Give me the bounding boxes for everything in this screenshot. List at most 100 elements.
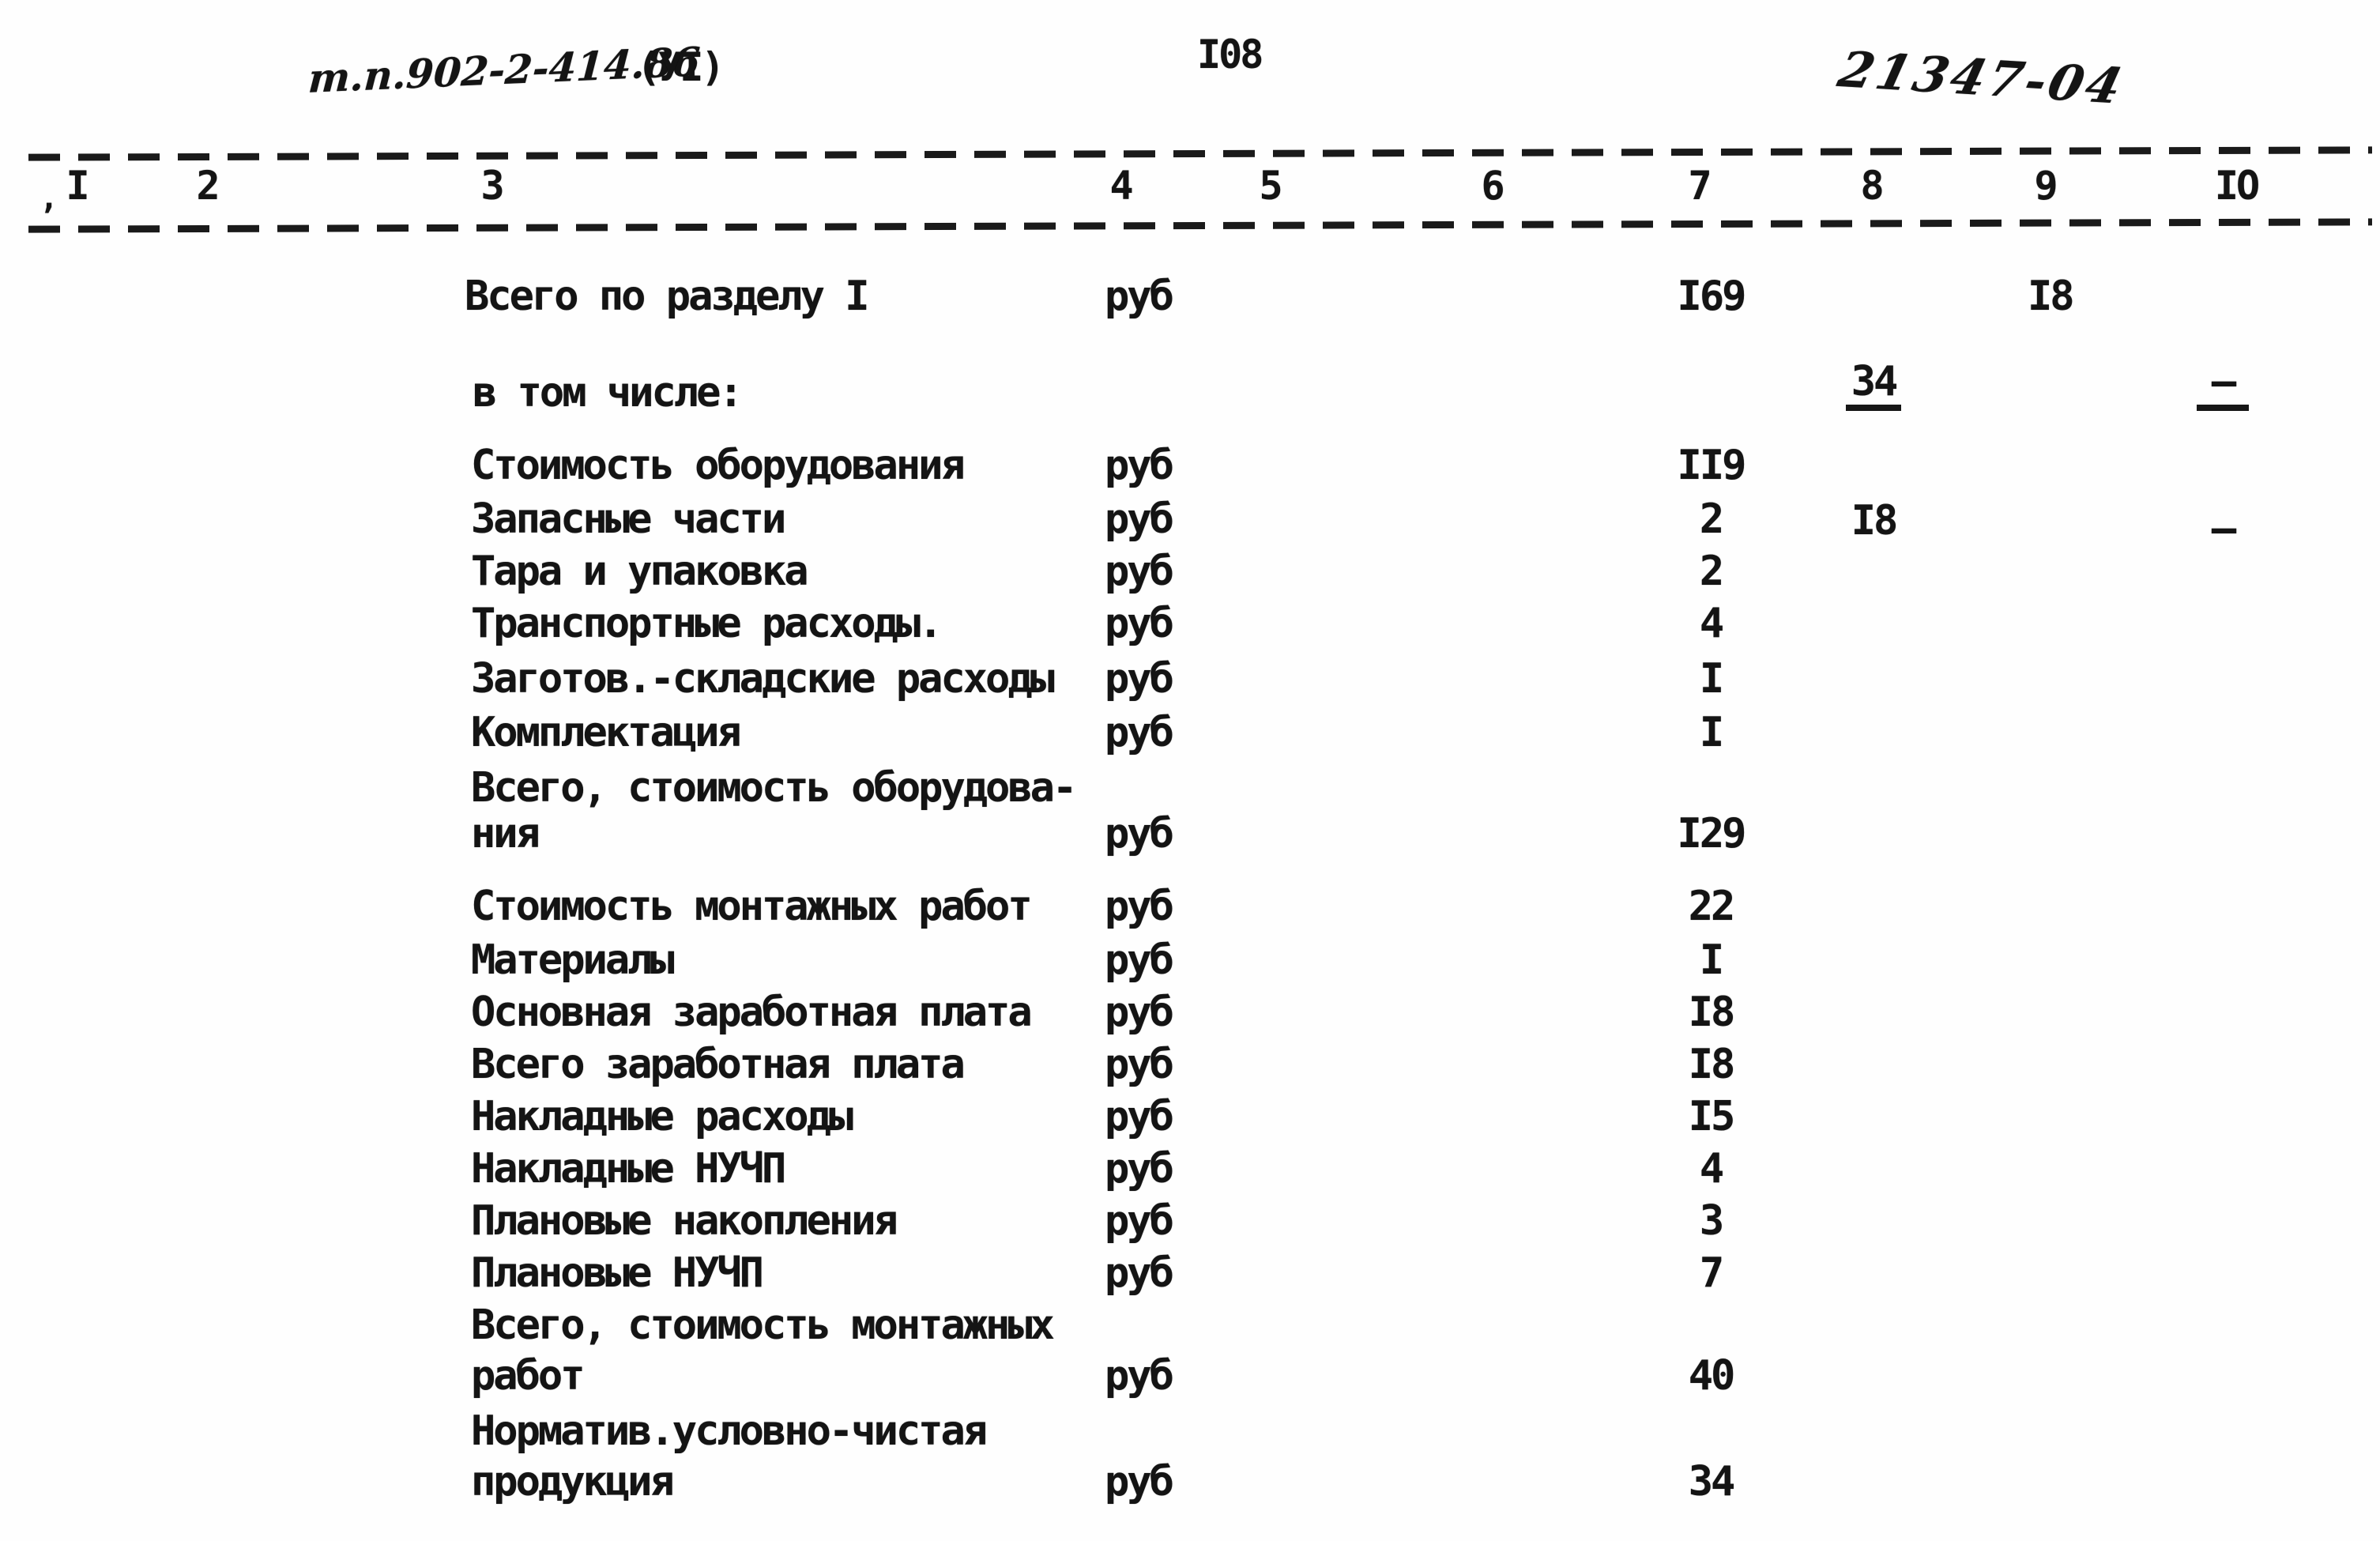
row-unit: руб xyxy=(1105,1093,1174,1140)
ruler-bottom-dashed-line xyxy=(28,218,2373,233)
row-label: Плановые накопления xyxy=(471,1197,898,1245)
row-value: 3 xyxy=(1699,1197,1724,1245)
column-number-4: 4 xyxy=(1109,163,1133,209)
section-label: (УІ) xyxy=(637,44,725,90)
row-label: Накладные НУЧП xyxy=(471,1145,786,1192)
page-number: I08 xyxy=(1197,32,1263,77)
row-label: Стоимость монтажных работ xyxy=(471,883,1033,930)
table-row: Плановые НУЧП руб 7 xyxy=(0,1252,2380,1296)
table-row: Заготов.-складские расходы руб I xyxy=(0,657,2380,702)
table-row: Накладные НУЧП руб 4 xyxy=(0,1147,2380,1192)
row-label-line2: продукция xyxy=(471,1458,675,1505)
row-label-line1: Всего, стоимость монтажных xyxy=(471,1302,1055,1349)
table-row: Стоимость монтажных работ руб 22 xyxy=(0,885,2380,929)
row-label: Запасные части xyxy=(471,495,786,543)
row-value: I xyxy=(1699,709,1724,756)
row-value: I8 xyxy=(1688,1041,1736,1088)
column-number-1: I xyxy=(66,163,89,209)
row-value: 2 xyxy=(1699,495,1724,543)
row-value: 7 xyxy=(1699,1249,1724,1297)
table-row: Тара и упаковка руб 2 xyxy=(0,550,2380,594)
row-unit: руб xyxy=(1105,1352,1174,1400)
column-number-7: 7 xyxy=(1688,163,1712,209)
table-row: продукция руб 34 xyxy=(0,1460,2380,1505)
row-value: 4 xyxy=(1699,600,1724,647)
row-unit: руб xyxy=(1105,655,1174,703)
summary-unit: руб xyxy=(1105,273,1174,320)
summary-row: Всего по разделу I руб I69 34 I8 I8 – – xyxy=(0,273,2380,550)
row-unit: руб xyxy=(1105,1145,1174,1192)
row-unit: руб xyxy=(1105,810,1174,857)
summary-col9-value: I8 xyxy=(2028,273,2075,320)
row-unit: руб xyxy=(1105,709,1174,756)
row-value: I5 xyxy=(1688,1093,1736,1140)
table-row: Всего, стоимость оборудова- xyxy=(0,767,2380,811)
column-number-8: 8 xyxy=(1860,163,1884,209)
row-unit: руб xyxy=(1105,600,1174,647)
table-row: Стоимость оборудования руб II9 xyxy=(0,444,2380,488)
row-value: I29 xyxy=(1677,810,1747,857)
table-row: работ руб 40 xyxy=(0,1354,2380,1399)
column-number-6: 6 xyxy=(1481,163,1504,209)
row-unit: руб xyxy=(1105,1041,1174,1088)
row-label: Материалы xyxy=(471,936,675,984)
row-value: I xyxy=(1699,655,1724,703)
row-unit: руб xyxy=(1105,442,1174,489)
summary-label: Всего по разделу I xyxy=(465,273,870,320)
table-row: Основная заработная плата руб I8 xyxy=(0,991,2380,1035)
summary-col8-denominator: I8 xyxy=(1851,497,1899,544)
doc-number-handwritten: 21347-04 xyxy=(1832,40,2131,115)
row-value: 34 xyxy=(1688,1458,1736,1505)
row-label-line1: Всего, стоимость оборудова- xyxy=(471,764,1077,812)
column-number-10: IO xyxy=(2214,163,2260,209)
row-label: Комплектация xyxy=(471,709,742,756)
table-row: ния руб I29 xyxy=(0,812,2380,857)
stray-mark: ‚ xyxy=(40,180,58,217)
column-number-3: 3 xyxy=(480,163,504,209)
row-unit: руб xyxy=(1105,548,1174,595)
row-value: 22 xyxy=(1688,883,1736,930)
row-unit: руб xyxy=(1105,1458,1174,1505)
row-label: Заготов.-складские расходы xyxy=(471,655,1055,703)
summary-col8-numerator: 34 xyxy=(1846,360,1901,411)
table-row: Транспортные расходы. руб 4 xyxy=(0,602,2380,646)
column-number-9: 9 xyxy=(2034,163,2058,209)
row-label-line1: Норматив.условно-чистая xyxy=(471,1407,988,1455)
row-value: I xyxy=(1699,936,1724,984)
row-unit: руб xyxy=(1105,1249,1174,1297)
column-number-5: 5 xyxy=(1259,163,1282,209)
table-row: Комплектация руб I xyxy=(0,711,2380,755)
row-value: I8 xyxy=(1688,989,1736,1036)
table-row: Материалы руб I xyxy=(0,939,2380,983)
table-row: Накладные расходы руб I5 xyxy=(0,1095,2380,1140)
row-value: 2 xyxy=(1699,548,1724,595)
row-label: Транспортные расходы. xyxy=(471,600,943,647)
summary-col10-numerator: – xyxy=(2197,360,2249,411)
table-row: Запасные части руб 2 xyxy=(0,498,2380,542)
row-unit: руб xyxy=(1105,936,1174,984)
row-unit: руб xyxy=(1105,989,1174,1036)
row-unit: руб xyxy=(1105,495,1174,543)
subheading: в том числе: xyxy=(473,369,744,416)
summary-col10-denominator: – xyxy=(2211,505,2236,552)
table-row: Плановые накопления руб 3 xyxy=(0,1200,2380,1244)
row-value: II9 xyxy=(1677,442,1747,489)
row-label-line2: ния xyxy=(471,810,540,857)
row-label: Плановые НУЧП xyxy=(471,1249,764,1297)
row-label: Стоимость оборудования xyxy=(471,442,966,489)
summary-col7-value: I69 xyxy=(1677,273,1747,320)
table-row: Всего, стоимость монтажных xyxy=(0,1304,2380,1348)
row-unit: руб xyxy=(1105,883,1174,930)
ruler-top-dashed-line xyxy=(28,146,2373,161)
row-label: Всего заработная плата xyxy=(471,1041,966,1088)
row-label: Тара и упаковка xyxy=(471,548,809,595)
row-label-line2: работ xyxy=(471,1352,586,1400)
row-value: 4 xyxy=(1699,1145,1724,1192)
summary-col10-fraction: – – xyxy=(2197,275,2249,635)
row-unit: руб xyxy=(1105,1197,1174,1245)
table-row: Норматив.условно-чистая xyxy=(0,1410,2380,1454)
row-label: Накладные расходы xyxy=(471,1093,853,1140)
row-value: 40 xyxy=(1688,1352,1736,1400)
table-row: Всего заработная плата руб I8 xyxy=(0,1043,2380,1087)
